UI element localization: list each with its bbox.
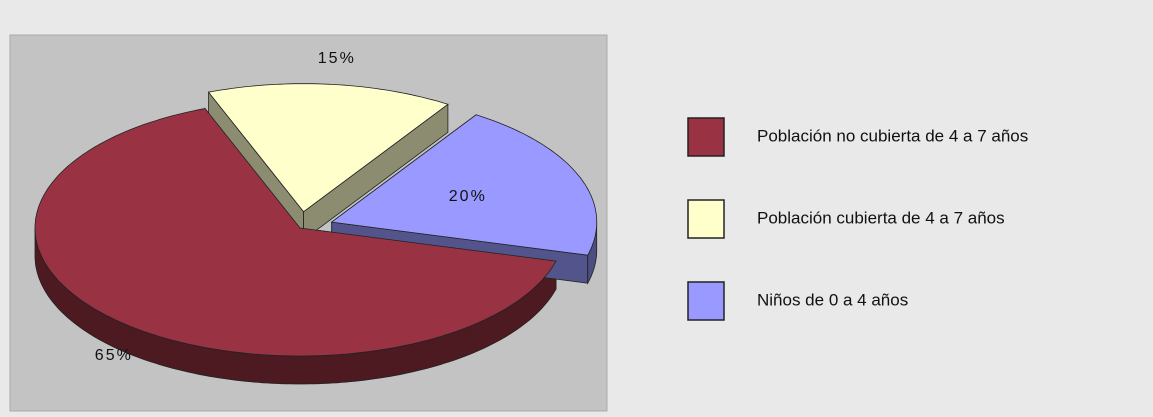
legend-swatch — [687, 281, 725, 321]
data-label: 15% — [318, 50, 356, 67]
legend-label: Población no cubierta de 4 a 7 años — [757, 126, 1028, 145]
slice — [330, 114, 598, 256]
legend-swatch — [687, 117, 725, 157]
data-label: 65% — [95, 347, 133, 364]
legend-label: Población cubierta de 4 a 7 años — [757, 208, 1005, 227]
legend-swatch — [687, 199, 725, 239]
slice — [207, 83, 449, 213]
data-label: 20% — [449, 188, 487, 205]
slice — [34, 108, 557, 357]
legend-label: Niños de 0 a 4 años — [757, 290, 908, 309]
